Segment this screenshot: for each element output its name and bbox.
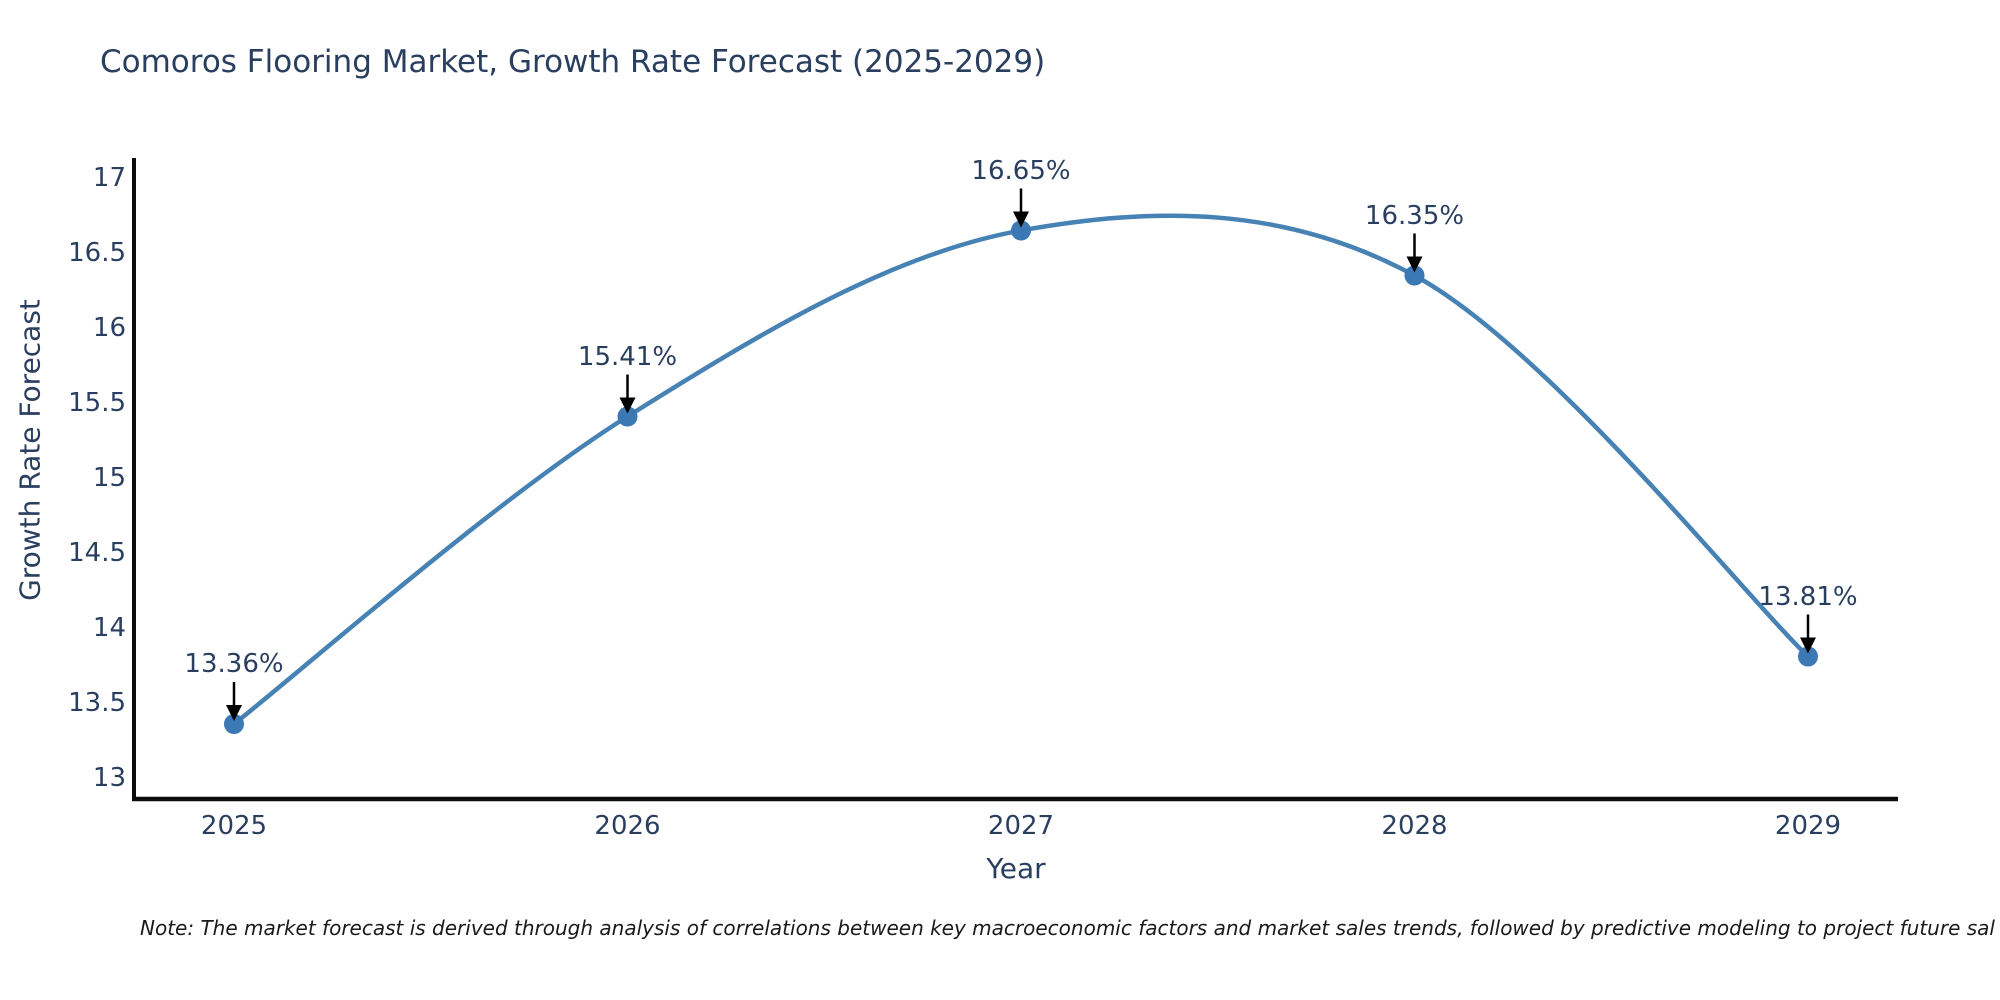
y-tick-label: 15 bbox=[92, 463, 126, 493]
data-point-marker bbox=[1011, 220, 1031, 241]
point-annotation: 16.65% bbox=[971, 155, 1071, 186]
annotation-arrowhead-icon bbox=[1800, 637, 1816, 654]
annotation-arrowhead-icon bbox=[1013, 211, 1029, 228]
annotation-arrowhead-icon bbox=[1406, 256, 1423, 273]
y-axis-title: Growth Rate Forecast bbox=[13, 299, 47, 601]
data-point-marker bbox=[224, 714, 244, 734]
footnote: Note: The market forecast is derived thr… bbox=[140, 916, 1995, 940]
x-tick-label: 2025 bbox=[200, 811, 268, 841]
trend-line bbox=[231, 213, 1811, 727]
point-annotation: 16.35% bbox=[1364, 200, 1465, 231]
y-tick-label: 13 bbox=[92, 763, 126, 793]
x-tick-label: 2026 bbox=[594, 811, 661, 841]
data-point-marker bbox=[1404, 265, 1425, 286]
y-tick-label: 16 bbox=[92, 313, 126, 343]
annotation-arrowhead-icon bbox=[226, 705, 242, 721]
point-annotation: 13.36% bbox=[184, 649, 284, 679]
x-tick-label: 2027 bbox=[987, 811, 1055, 841]
y-tick-label: 17 bbox=[92, 163, 126, 193]
y-tick-label: 14.5 bbox=[68, 538, 126, 568]
point-annotation: 15.41% bbox=[577, 341, 678, 372]
annotation-arrowhead-icon bbox=[619, 397, 636, 414]
y-tick-label: 16.5 bbox=[68, 238, 126, 268]
x-tick-label: 2028 bbox=[1381, 811, 1448, 841]
x-axis-title: Year bbox=[986, 852, 1046, 885]
y-tick-label: 13.5 bbox=[68, 688, 126, 718]
y-tick-label: 14 bbox=[92, 613, 126, 643]
data-point-marker bbox=[1798, 646, 1818, 667]
x-tick-label: 2029 bbox=[1774, 811, 1842, 841]
y-tick-label: 15.5 bbox=[68, 388, 126, 418]
chart-title: Comoros Flooring Market, Growth Rate For… bbox=[100, 44, 1046, 80]
point-annotation: 13.81% bbox=[1758, 581, 1858, 612]
data-point-marker bbox=[617, 406, 638, 427]
